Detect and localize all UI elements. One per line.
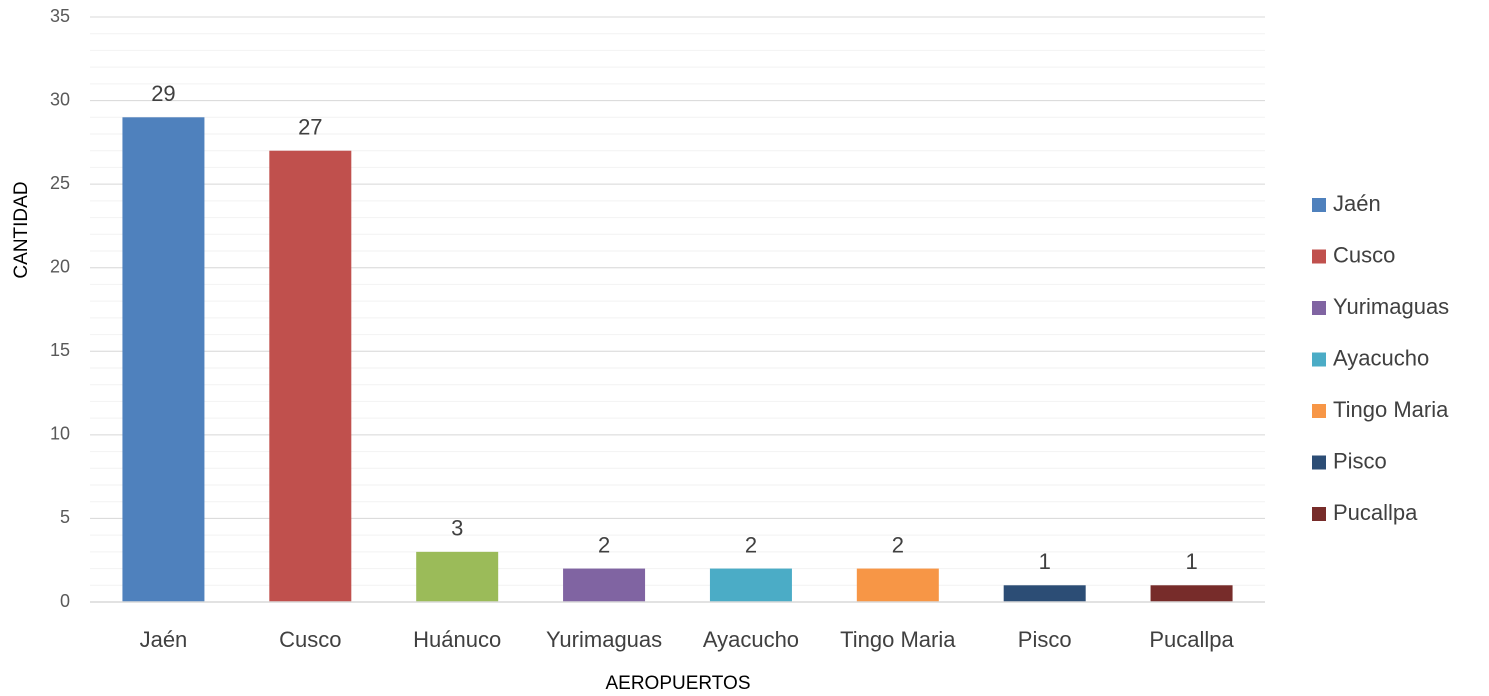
legend-label: Tingo Maria: [1333, 397, 1449, 422]
grid: [90, 16, 1265, 603]
x-tick-label: Pucallpa: [1149, 627, 1234, 652]
y-tick-label: 20: [50, 256, 70, 276]
y-tick-label: 5: [60, 507, 70, 527]
bar: [416, 551, 499, 602]
x-axis-title: AEROPUERTOS: [605, 673, 750, 694]
x-tick-label: Yurimaguas: [546, 627, 662, 652]
legend-label: Pucallpa: [1333, 500, 1418, 525]
x-tick-label: Tingo Maria: [840, 627, 956, 652]
x-tick-label: Huánuco: [413, 627, 501, 652]
legend-swatch: [1312, 507, 1326, 521]
y-tick-label: 0: [60, 591, 70, 611]
bar: [1003, 585, 1086, 602]
legend-swatch: [1312, 404, 1326, 418]
legend-label: Cusco: [1333, 242, 1395, 267]
legend-label: Jaén: [1333, 191, 1381, 216]
x-tick-label: Jaén: [140, 627, 188, 652]
bar: [856, 568, 939, 602]
value-label: 2: [892, 532, 904, 557]
value-label: 29: [151, 81, 175, 106]
legend-swatch: [1312, 455, 1326, 470]
legend-label: Ayacucho: [1333, 345, 1429, 370]
bar: [1150, 585, 1233, 602]
legend-swatch: [1312, 352, 1326, 367]
value-label: 27: [298, 115, 322, 140]
value-label: 2: [598, 532, 610, 557]
legend-label: Yurimaguas: [1333, 294, 1449, 319]
bar: [122, 117, 205, 603]
legend-swatch: [1312, 249, 1326, 264]
value-label: 1: [1039, 549, 1051, 574]
x-tick-label: Ayacucho: [703, 627, 799, 652]
value-label: 1: [1185, 549, 1197, 574]
value-label: 2: [745, 532, 757, 557]
y-tick-label: 30: [50, 89, 70, 109]
bar: [269, 150, 352, 602]
y-tick-label: 15: [50, 340, 70, 360]
legend-swatch: [1312, 198, 1326, 212]
y-tick-label: 35: [50, 6, 70, 26]
y-axis-title: CANTIDAD: [11, 181, 32, 278]
y-tick-label: 10: [50, 424, 70, 444]
value-label: 3: [451, 516, 463, 541]
x-tick-label: Pisco: [1018, 627, 1072, 652]
bar: [563, 568, 646, 602]
legend-label: Pisco: [1333, 448, 1387, 473]
x-tick-label: Cusco: [279, 627, 341, 652]
bar: [709, 568, 792, 602]
legend-swatch: [1312, 301, 1326, 315]
y-tick-label: 25: [50, 173, 70, 193]
